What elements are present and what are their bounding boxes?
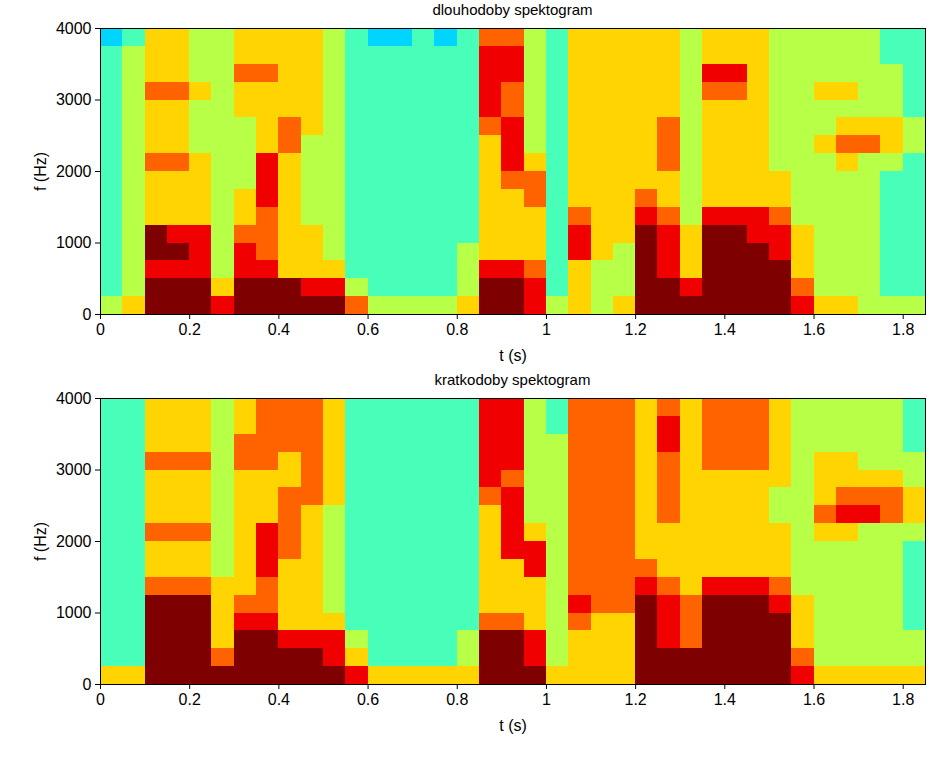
svg-text:1.4: 1.4 (714, 321, 736, 338)
svg-text:0.2: 0.2 (179, 321, 201, 338)
svg-text:0.4: 0.4 (268, 691, 290, 708)
svg-text:1.6: 1.6 (803, 321, 825, 338)
svg-text:1000: 1000 (56, 604, 92, 621)
svg-text:0.6: 0.6 (357, 691, 379, 708)
svg-text:0.8: 0.8 (446, 691, 468, 708)
svg-text:0: 0 (96, 691, 105, 708)
svg-text:f (Hz): f (Hz) (32, 522, 49, 561)
svg-text:3000: 3000 (56, 461, 92, 478)
svg-text:4000: 4000 (56, 390, 92, 407)
svg-text:0.4: 0.4 (268, 321, 290, 338)
svg-text:0.2: 0.2 (179, 691, 201, 708)
svg-text:1.2: 1.2 (625, 321, 647, 338)
svg-text:1.8: 1.8 (892, 691, 914, 708)
svg-text:1000: 1000 (56, 234, 92, 251)
svg-text:f (Hz): f (Hz) (32, 152, 49, 191)
svg-text:1.8: 1.8 (892, 321, 914, 338)
svg-text:1.6: 1.6 (803, 691, 825, 708)
svg-text:1.2: 1.2 (625, 691, 647, 708)
svg-text:2000: 2000 (56, 533, 92, 550)
svg-text:0.6: 0.6 (357, 321, 379, 338)
svg-text:1.4: 1.4 (714, 691, 736, 708)
html-text:dlouhodoby spektogram: dlouhodoby spektogram (432, 1, 593, 18)
svg-text:0: 0 (83, 676, 92, 693)
svg-text:1: 1 (542, 691, 551, 708)
svg-text:0: 0 (96, 321, 105, 338)
svg-text:0.8: 0.8 (446, 321, 468, 338)
svg-text:t (s): t (s) (499, 347, 527, 364)
svg-text:4000: 4000 (56, 20, 92, 37)
html-text:kratkodoby spektogram: kratkodoby spektogram (434, 371, 591, 388)
svg-text:3000: 3000 (56, 91, 92, 108)
svg-text:t (s): t (s) (499, 717, 527, 734)
svg-text:2000: 2000 (56, 163, 92, 180)
svg-text:0: 0 (83, 306, 92, 323)
svg-text:1: 1 (542, 321, 551, 338)
